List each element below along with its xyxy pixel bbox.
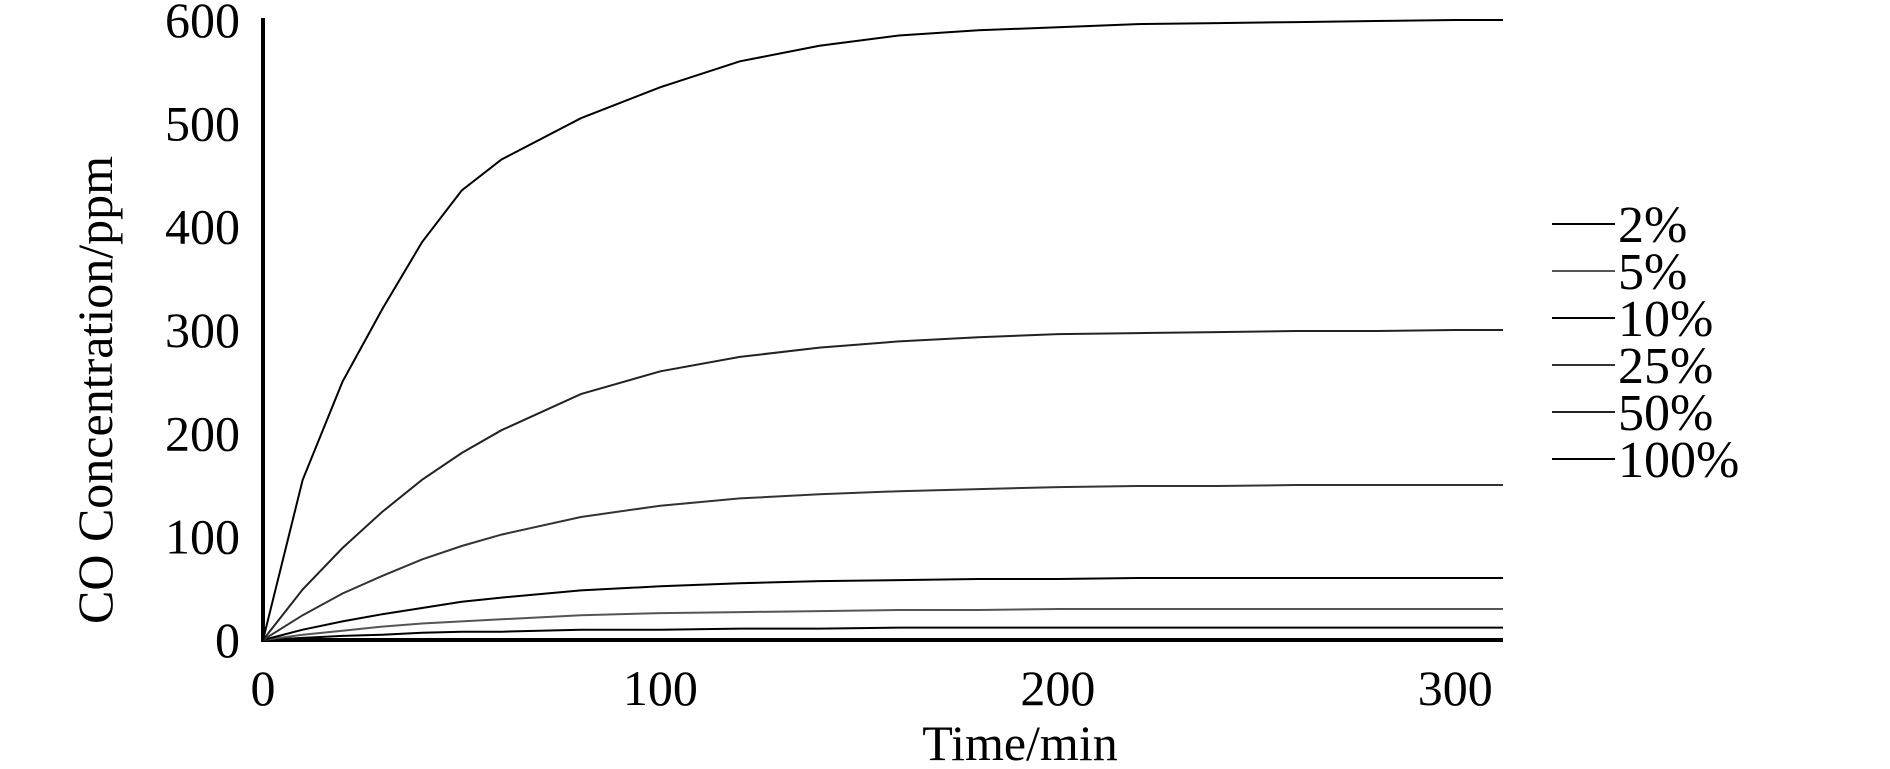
legend: 2%5%10%25%50%100% [1552,197,1739,489]
legend-label: 100% [1618,432,1739,489]
x-axis-label: Time/min [922,715,1117,769]
axes: 0 100 200 300 0 100 200 300 400 500 600 [165,0,1503,716]
series-line-25pct [262,484,1503,641]
legend-label: 50% [1618,385,1713,442]
y-axis-label: CO Concentration/ppm [67,156,123,624]
legend-label: 5% [1618,244,1687,301]
series-line-5pct [262,608,1503,641]
x-tick-label: 300 [1418,660,1493,716]
x-tick-label: 0 [251,660,276,716]
y-tick-label: 600 [165,0,240,48]
series-line-50pct [262,329,1503,641]
x-tick-label: 200 [1020,660,1095,716]
x-tick-label: 100 [623,660,698,716]
legend-label: 2% [1618,197,1687,254]
series-line-10pct [262,577,1503,641]
series-lines [262,19,1503,641]
y-tick-label: 100 [165,509,240,565]
series-line-100pct [262,19,1503,641]
legend-label: 10% [1618,291,1713,348]
y-tick-label: 500 [165,95,240,151]
y-tick-label: 300 [165,302,240,358]
legend-label: 25% [1618,338,1713,395]
series-line-2pct [262,626,1503,641]
y-tick-label: 0 [215,612,240,668]
y-tick-label: 400 [165,199,240,255]
y-tick-label: 200 [165,405,240,461]
